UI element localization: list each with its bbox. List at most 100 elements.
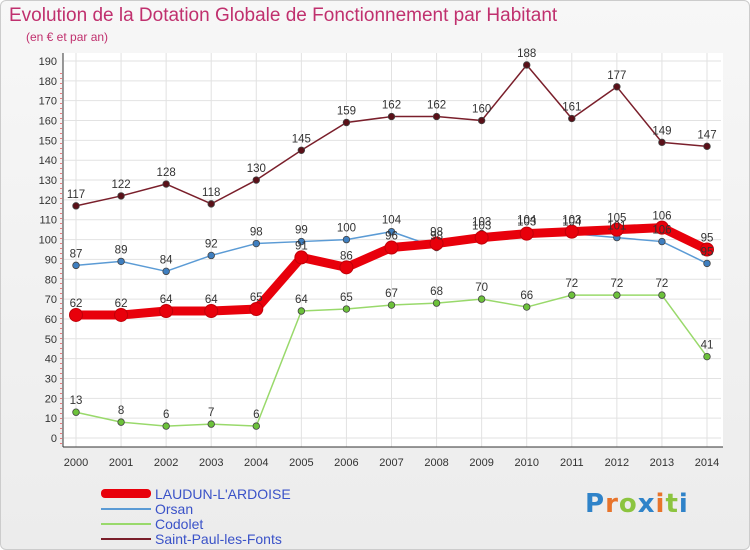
- data-label: 103: [472, 221, 491, 233]
- data-point-laudun: [294, 250, 309, 265]
- data-label: 104: [562, 217, 582, 229]
- data-point: [432, 112, 441, 121]
- data-point: [613, 291, 621, 299]
- data-point: [162, 267, 170, 276]
- data-point-laudun: [564, 224, 579, 239]
- legend-swatch: [101, 507, 151, 510]
- logo-letter: i: [678, 489, 689, 519]
- data-label: 95: [701, 246, 714, 258]
- data-point: [252, 176, 260, 184]
- x-tick-label: 2004: [244, 457, 268, 469]
- logo-letter: t: [665, 489, 679, 519]
- data-point-laudun: [69, 307, 83, 322]
- data-point: [477, 295, 486, 303]
- data-label: 149: [652, 125, 671, 137]
- data-label: 98: [430, 231, 443, 243]
- data-point: [207, 200, 215, 208]
- data-label: 70: [475, 282, 488, 294]
- x-tick-label: 2006: [334, 457, 358, 469]
- data-point: [523, 61, 531, 69]
- data-point-laudun: [654, 220, 669, 235]
- logo-letter: o: [618, 489, 638, 519]
- data-label: 6: [253, 409, 259, 421]
- y-tick-label: 150: [39, 135, 57, 147]
- data-label: 101: [607, 221, 626, 233]
- x-tick-label: 2013: [650, 457, 674, 469]
- logo-letter: P: [585, 489, 606, 519]
- data-label: 68: [430, 286, 443, 298]
- data-point-laudun: [519, 226, 534, 241]
- data-label: 86: [340, 250, 353, 262]
- data-point: [658, 237, 666, 246]
- data-label: 104: [382, 215, 402, 227]
- chart-subtitle: (en € et par an): [26, 30, 109, 44]
- data-label: 128: [157, 167, 176, 179]
- data-label: 66: [520, 290, 533, 302]
- data-label: 147: [697, 129, 716, 141]
- x-tick-label: 2007: [379, 457, 403, 469]
- data-point: [703, 259, 711, 268]
- y-tick-label: 10: [45, 413, 57, 425]
- data-label: 104: [517, 215, 537, 227]
- y-tick-label: 160: [39, 116, 57, 128]
- data-label: 130: [247, 163, 266, 175]
- data-label: 145: [292, 133, 311, 145]
- data-label: 72: [610, 278, 623, 290]
- legend-label: Saint-Paul-les-Fonts: [155, 530, 282, 547]
- data-point: [477, 116, 486, 125]
- data-point: [162, 422, 170, 430]
- x-tick-label: 2008: [424, 457, 448, 469]
- chart-title: Evolution de la Dotation Globale de Fonc…: [9, 5, 558, 26]
- data-label: 188: [517, 48, 536, 60]
- data-point: [297, 146, 306, 154]
- data-point: [72, 408, 80, 416]
- data-label: 72: [656, 278, 669, 290]
- data-point: [387, 112, 396, 121]
- data-point: [658, 138, 666, 147]
- y-tick-label: 0: [51, 433, 57, 445]
- data-point: [117, 418, 125, 426]
- x-tick-label: 2014: [695, 457, 719, 469]
- data-point: [72, 261, 80, 270]
- data-point: [252, 239, 260, 248]
- x-tick-label: 2010: [514, 457, 538, 469]
- data-label: 91: [295, 240, 308, 252]
- data-label: 177: [607, 70, 626, 82]
- data-label: 105: [607, 213, 626, 225]
- data-label: 117: [67, 189, 85, 201]
- data-label: 62: [115, 298, 128, 310]
- data-label: 99: [295, 225, 308, 237]
- logo-letter: x: [637, 489, 656, 519]
- y-tick-label: 140: [39, 155, 57, 167]
- x-tick-label: 2012: [605, 457, 629, 469]
- data-label: 162: [427, 100, 446, 112]
- data-point: [72, 202, 80, 210]
- data-point: [613, 83, 621, 91]
- data-point: [207, 251, 215, 260]
- data-point: [387, 227, 396, 236]
- y-tick-label: 80: [45, 274, 57, 286]
- data-label: 92: [205, 238, 218, 250]
- legend-item: Codolet: [101, 516, 291, 532]
- data-label: 103: [472, 217, 491, 229]
- data-label: 64: [295, 294, 308, 306]
- data-label: 118: [202, 187, 220, 199]
- data-label: 64: [160, 294, 173, 306]
- data-point: [297, 237, 306, 246]
- data-label: 162: [382, 100, 401, 112]
- data-label: 96: [385, 231, 398, 243]
- data-label: 98: [430, 227, 443, 239]
- legend-swatch: [101, 522, 151, 525]
- data-label: 13: [70, 395, 83, 407]
- legend-swatch: [101, 489, 151, 498]
- data-label: 122: [111, 179, 130, 191]
- data-point-laudun: [159, 304, 174, 319]
- x-tick-label: 2009: [469, 457, 493, 469]
- data-label: 65: [250, 292, 263, 304]
- logo-letter: i: [655, 489, 666, 519]
- y-tick-label: 190: [39, 56, 57, 68]
- data-point: [117, 192, 125, 200]
- y-tick-label: 100: [39, 235, 57, 247]
- data-point: [703, 142, 711, 151]
- data-label: 87: [70, 248, 83, 260]
